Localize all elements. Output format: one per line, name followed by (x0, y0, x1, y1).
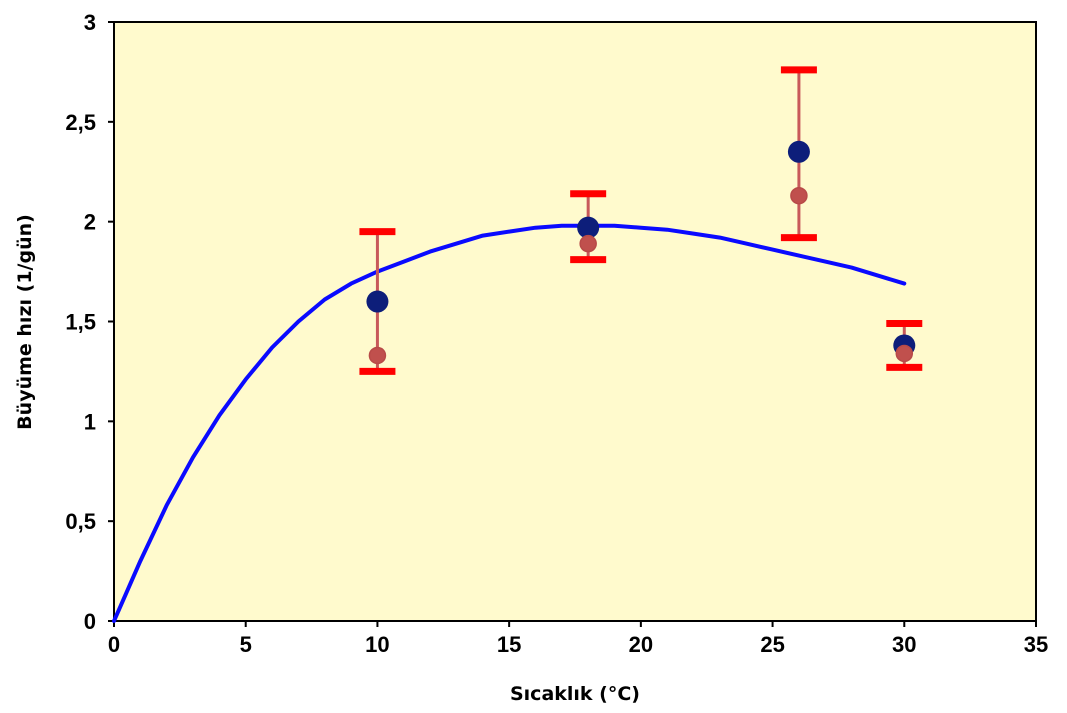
mean-point (579, 234, 597, 253)
x-tick-label: 5 (240, 632, 252, 657)
y-tick-label: 0,5 (65, 509, 96, 534)
x-tick-label: 20 (629, 632, 653, 657)
x-tick-label: 35 (1024, 632, 1048, 657)
observed-point (366, 290, 389, 313)
y-tick-label: 2 (84, 210, 96, 235)
x-tick-label: 15 (497, 632, 521, 657)
x-tick-label: 30 (892, 632, 916, 657)
x-axis-ticks: 0 5 10 15 20 25 30 35 (108, 621, 1048, 657)
data-points-layer (366, 140, 916, 365)
plot-area (113, 21, 1037, 622)
x-axis-title: Sıcaklık (°C) (510, 683, 640, 705)
y-tick-label: 2,5 (65, 110, 96, 135)
mean-point (790, 186, 808, 205)
x-tick-label: 10 (365, 632, 389, 657)
y-tick-label: 3 (84, 10, 96, 35)
y-tick-label: 1,5 (65, 310, 96, 335)
x-tick-label: 0 (108, 632, 120, 657)
observed-point (787, 140, 810, 163)
y-axis-ticks: 0 0,5 1 1,5 2 2,5 3 (65, 10, 114, 634)
observed-point (577, 216, 600, 239)
y-tick-label: 0 (84, 609, 96, 634)
y-axis-title: Büyüme hızı (1/gün) (14, 214, 36, 430)
mean-point (895, 344, 914, 363)
fit-curve (112, 223, 907, 623)
y-tick-label: 1 (84, 409, 96, 434)
mean-point (368, 346, 387, 365)
x-tick-label: 25 (760, 632, 784, 657)
fit-curve-layer (112, 223, 907, 623)
